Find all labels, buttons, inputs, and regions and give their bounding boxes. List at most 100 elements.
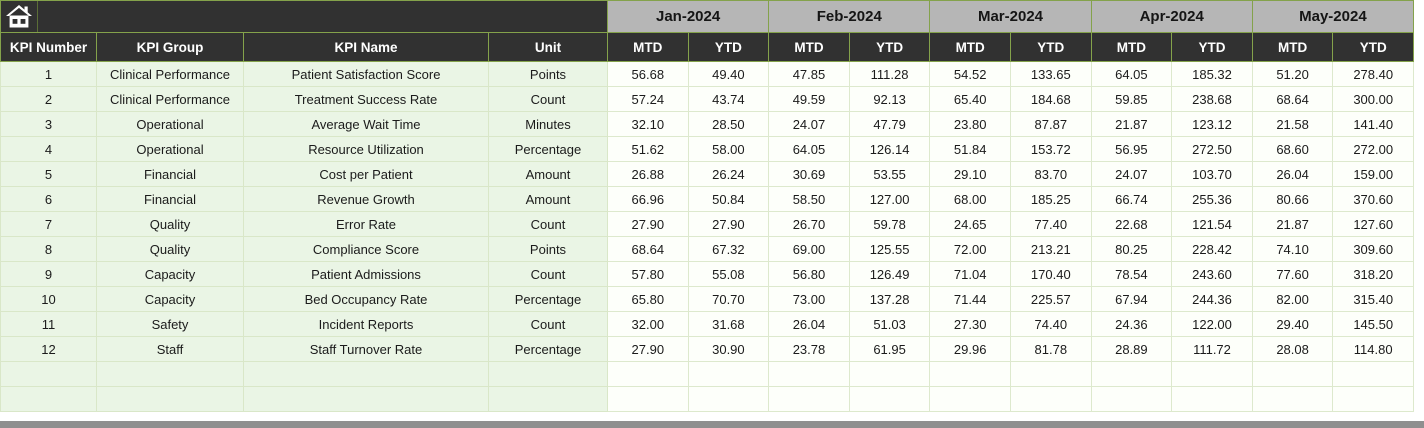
cell-value[interactable]: 32.00 xyxy=(607,311,689,337)
cell-value[interactable]: 23.80 xyxy=(929,111,1011,137)
cell-value[interactable]: 370.60 xyxy=(1332,186,1414,212)
month-header[interactable]: May-2024 xyxy=(1251,0,1415,33)
cell-kpi-number[interactable]: 6 xyxy=(0,186,97,212)
cell-value[interactable]: 32.10 xyxy=(607,111,689,137)
cell-value[interactable]: 228.42 xyxy=(1171,236,1253,262)
cell-value[interactable] xyxy=(687,361,770,387)
cell-value[interactable]: 255.36 xyxy=(1171,186,1253,212)
cell-kpi-number[interactable]: 10 xyxy=(0,286,97,312)
cell-value[interactable]: 43.74 xyxy=(687,86,770,112)
month-header[interactable]: Apr-2024 xyxy=(1090,0,1253,33)
cell-value[interactable]: 92.13 xyxy=(848,86,931,112)
cell-kpi-name[interactable]: Revenue Growth xyxy=(243,186,489,212)
cell-value[interactable] xyxy=(1171,361,1253,387)
cell-value[interactable]: 137.28 xyxy=(848,286,931,312)
cell-value[interactable]: 30.69 xyxy=(768,161,850,187)
cell-value[interactable]: 123.12 xyxy=(1171,111,1253,137)
cell-value[interactable]: 28.08 xyxy=(1251,336,1334,362)
sub-header[interactable]: YTD xyxy=(687,32,770,62)
cell-kpi-number[interactable]: 9 xyxy=(0,261,97,287)
sub-header[interactable]: MTD xyxy=(1090,32,1173,62)
cell-kpi-name[interactable]: Treatment Success Rate xyxy=(243,86,489,112)
cell-value[interactable]: 70.70 xyxy=(687,286,770,312)
cell-value[interactable]: 29.40 xyxy=(1251,311,1334,337)
cell-value[interactable]: 57.80 xyxy=(607,261,689,287)
sub-header[interactable]: YTD xyxy=(1171,32,1253,62)
cell-unit[interactable]: Points xyxy=(488,236,608,262)
month-header[interactable]: Mar-2024 xyxy=(929,0,1092,33)
cell-value[interactable] xyxy=(1090,361,1173,387)
cell-value[interactable]: 67.94 xyxy=(1090,286,1173,312)
sub-header[interactable]: MTD xyxy=(1251,32,1334,62)
cell-value[interactable]: 111.72 xyxy=(1171,336,1253,362)
cell-value[interactable]: 30.90 xyxy=(687,336,770,362)
cell-value[interactable]: 65.40 xyxy=(929,86,1011,112)
cell-value[interactable]: 318.20 xyxy=(1332,261,1414,287)
cell-kpi-name[interactable] xyxy=(243,361,489,387)
cell-value[interactable]: 145.50 xyxy=(1332,311,1414,337)
cell-unit[interactable]: Percentage xyxy=(488,286,608,312)
month-header[interactable]: Jan-2024 xyxy=(606,0,770,33)
cell-value[interactable]: 83.70 xyxy=(1009,161,1092,187)
cell-value[interactable] xyxy=(687,386,770,412)
cell-kpi-number[interactable]: 1 xyxy=(0,61,97,87)
cell-value[interactable]: 243.60 xyxy=(1171,261,1253,287)
cell-value[interactable]: 103.70 xyxy=(1171,161,1253,187)
cell-value[interactable] xyxy=(768,361,850,387)
cell-value[interactable]: 66.74 xyxy=(1090,186,1173,212)
cell-value[interactable]: 127.00 xyxy=(848,186,931,212)
cell-value[interactable]: 184.68 xyxy=(1009,86,1092,112)
cell-value[interactable]: 159.00 xyxy=(1332,161,1414,187)
cell-value[interactable]: 59.78 xyxy=(848,211,931,237)
col-header-kpi-group[interactable]: KPI Group xyxy=(96,32,244,62)
cell-value[interactable]: 133.65 xyxy=(1009,61,1092,87)
cell-value[interactable]: 27.30 xyxy=(929,311,1011,337)
cell-kpi-number[interactable] xyxy=(0,386,97,412)
cell-value[interactable]: 67.32 xyxy=(687,236,770,262)
cell-value[interactable] xyxy=(1090,386,1173,412)
cell-value[interactable]: 64.05 xyxy=(1090,61,1173,87)
cell-value[interactable]: 141.40 xyxy=(1332,111,1414,137)
cell-value[interactable]: 225.57 xyxy=(1009,286,1092,312)
cell-kpi-number[interactable]: 2 xyxy=(0,86,97,112)
cell-unit[interactable]: Points xyxy=(488,61,608,87)
cell-value[interactable]: 21.87 xyxy=(1251,211,1334,237)
cell-value[interactable]: 26.04 xyxy=(1251,161,1334,187)
cell-value[interactable]: 24.07 xyxy=(1090,161,1173,187)
cell-value[interactable]: 126.14 xyxy=(848,136,931,162)
month-header[interactable]: Feb-2024 xyxy=(768,0,931,33)
cell-value[interactable]: 49.59 xyxy=(768,86,850,112)
cell-value[interactable]: 72.00 xyxy=(929,236,1011,262)
cell-value[interactable]: 61.95 xyxy=(848,336,931,362)
cell-kpi-group[interactable]: Financial xyxy=(96,161,244,187)
cell-value[interactable]: 28.89 xyxy=(1090,336,1173,362)
cell-value[interactable] xyxy=(1171,386,1253,412)
cell-value[interactable]: 74.10 xyxy=(1251,236,1334,262)
cell-value[interactable]: 51.03 xyxy=(848,311,931,337)
cell-kpi-number[interactable]: 8 xyxy=(0,236,97,262)
cell-value[interactable]: 111.28 xyxy=(848,61,931,87)
cell-kpi-group[interactable]: Operational xyxy=(96,111,244,137)
cell-kpi-name[interactable]: Average Wait Time xyxy=(243,111,489,137)
cell-kpi-name[interactable]: Bed Occupancy Rate xyxy=(243,286,489,312)
cell-value[interactable]: 122.00 xyxy=(1171,311,1253,337)
cell-value[interactable]: 238.68 xyxy=(1171,86,1253,112)
cell-value[interactable]: 68.64 xyxy=(607,236,689,262)
cell-value[interactable]: 47.79 xyxy=(848,111,931,137)
cell-kpi-name[interactable]: Error Rate xyxy=(243,211,489,237)
cell-value[interactable]: 47.85 xyxy=(768,61,850,87)
cell-unit[interactable]: Count xyxy=(488,86,608,112)
cell-value[interactable]: 51.84 xyxy=(929,136,1011,162)
cell-value[interactable]: 64.05 xyxy=(768,136,850,162)
cell-unit[interactable]: Percentage xyxy=(488,136,608,162)
cell-unit[interactable]: Count xyxy=(488,311,608,337)
col-header-kpi-name[interactable]: KPI Name xyxy=(243,32,489,62)
cell-value[interactable]: 58.00 xyxy=(687,136,770,162)
cell-value[interactable]: 185.25 xyxy=(1009,186,1092,212)
cell-value[interactable] xyxy=(929,361,1011,387)
cell-value[interactable]: 68.60 xyxy=(1251,136,1334,162)
cell-value[interactable]: 56.80 xyxy=(768,261,850,287)
cell-value[interactable]: 24.36 xyxy=(1090,311,1173,337)
cell-kpi-group[interactable]: Clinical Performance xyxy=(96,61,244,87)
cell-value[interactable]: 81.78 xyxy=(1009,336,1092,362)
